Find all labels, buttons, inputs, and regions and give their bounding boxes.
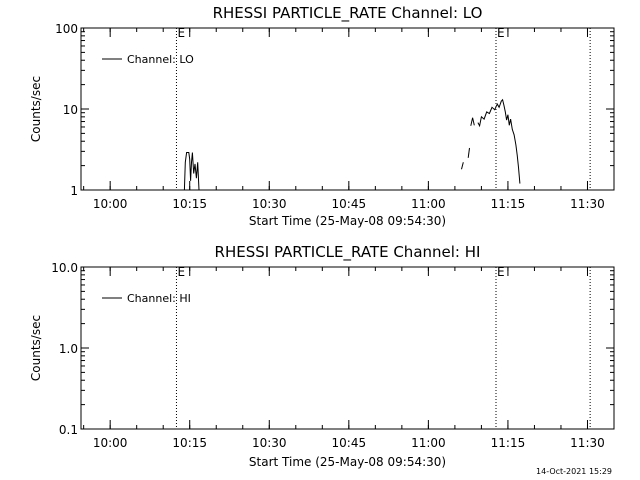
legend-label: Channel: LO: [127, 53, 194, 66]
x-tick-label: 11:00: [411, 436, 446, 450]
series-line-0: [467, 147, 470, 158]
y-tick-label: 100: [55, 22, 78, 36]
y-tick-label: 10.0: [51, 261, 78, 275]
x-axis-label: Start Time (25-May-08 09:54:30): [249, 455, 446, 469]
chart-title: RHESSI PARTICLE_RATE Channel: HI: [215, 243, 481, 262]
x-axis-label: Start Time (25-May-08 09:54:30): [249, 214, 446, 228]
x-tick-label: 11:00: [411, 197, 446, 211]
chart-panel-1: RHESSI PARTICLE_RATE Channel: HI E E 0.1 1.0…: [29, 243, 615, 469]
series-line-0: [477, 98, 521, 184]
event-label: E: [177, 26, 185, 40]
y-tick-label: 10: [63, 103, 78, 117]
event-label: E: [497, 26, 505, 40]
legend-label: Channel: HI: [127, 292, 191, 305]
series-line-0: [470, 117, 475, 126]
chart-panel-0: RHESSI PARTICLE_RATE Channel: LO E E 1 10 100…: [29, 4, 615, 228]
x-tick-label: 11:15: [491, 436, 526, 450]
x-tick-label: 11:30: [570, 197, 605, 211]
x-tick-label: 10:45: [332, 436, 367, 450]
chart-title: RHESSI PARTICLE_RATE Channel: LO: [213, 4, 483, 23]
y-axis-label: Counts/sec: [29, 76, 43, 142]
x-tick-label: 10:15: [172, 197, 207, 211]
series-line-0: [183, 152, 200, 191]
series-line-0: [461, 162, 464, 170]
y-tick-label: 0.1: [59, 423, 78, 437]
event-label: E: [177, 265, 185, 279]
x-tick-label: 10:30: [252, 436, 287, 450]
y-axis-label: Counts/sec: [29, 315, 43, 381]
x-tick-label: 10:15: [172, 436, 207, 450]
event-label: E: [497, 265, 505, 279]
x-tick-label: 11:30: [570, 436, 605, 450]
chart-panels: RHESSI PARTICLE_RATE Channel: LO E E 1 10 100…: [29, 4, 615, 469]
y-tick-label: 1: [70, 184, 78, 198]
footer-timestamp: 14-Oct-2021 15:29: [536, 467, 612, 476]
x-tick-label: 10:00: [93, 436, 128, 450]
y-tick-label: 1.0: [59, 342, 78, 356]
x-tick-label: 10:00: [93, 197, 128, 211]
x-tick-label: 10:45: [332, 197, 367, 211]
x-tick-label: 11:15: [491, 197, 526, 211]
x-tick-label: 10:30: [252, 197, 287, 211]
